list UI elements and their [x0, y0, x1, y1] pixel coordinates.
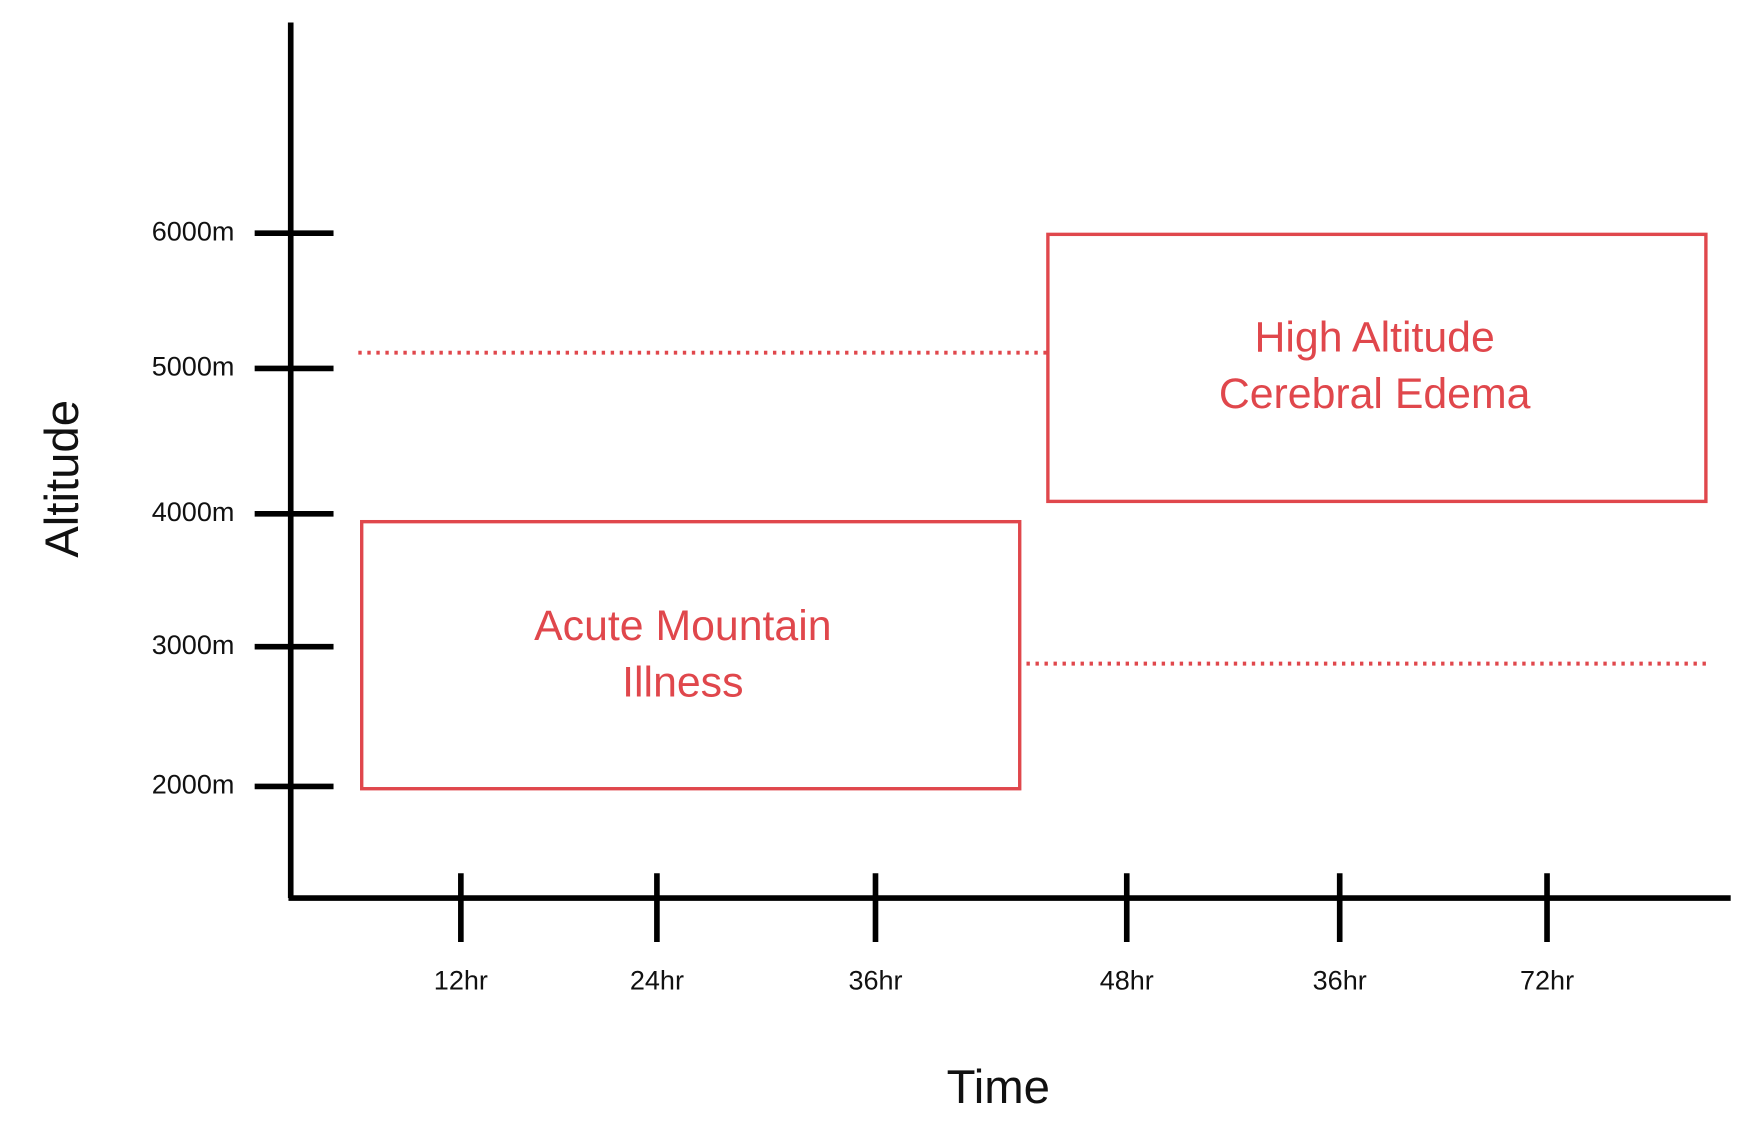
x-tick-label: 12hr [434, 966, 488, 996]
x-tick-label: 24hr [630, 966, 684, 996]
y-tick-label: 6000m [152, 216, 235, 246]
hace-box [1046, 232, 1708, 504]
x-tick-label: 36hr [1313, 966, 1367, 996]
box-label: High Altitude [1254, 314, 1494, 362]
box-label: Acute Mountain [534, 602, 831, 650]
y-tick-label: 5000m [152, 352, 235, 382]
box-label: Cerebral Edema [1219, 370, 1531, 418]
box-label: Illness [622, 658, 743, 706]
y-axis-title: Altitude [36, 400, 89, 558]
y-tick-label: 3000m [152, 630, 235, 660]
y-tick-label: 4000m [152, 497, 235, 527]
x-axis-title: Time [947, 1061, 1050, 1114]
ami-box [360, 519, 1022, 791]
x-tick-label: 36hr [848, 966, 902, 996]
x-tick-label: 72hr [1520, 966, 1574, 996]
x-tick-label: 48hr [1100, 966, 1154, 996]
y-tick-label: 2000m [152, 770, 235, 800]
